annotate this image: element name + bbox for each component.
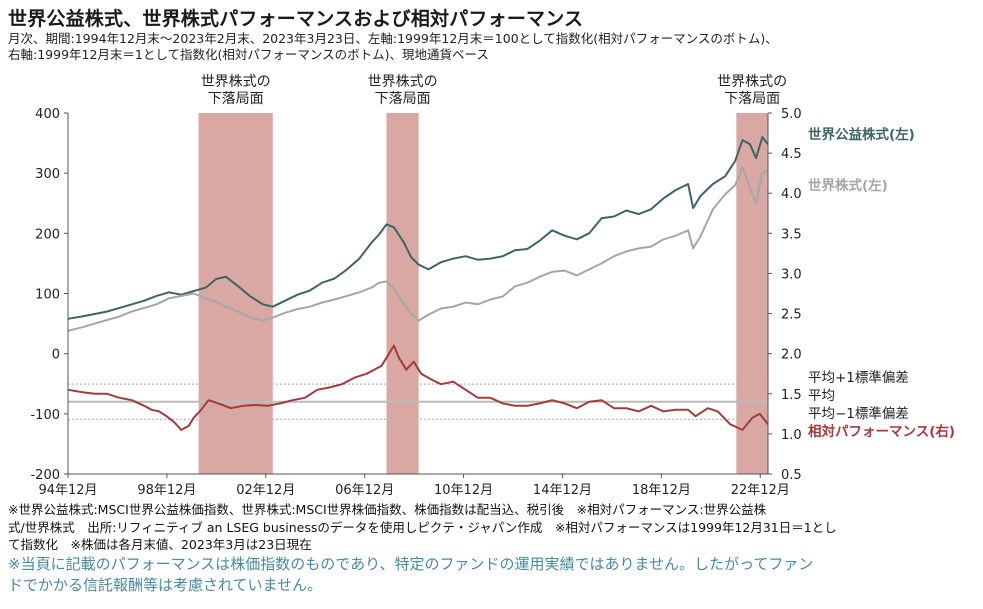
right-tick-label: 4.0 (781, 187, 802, 202)
shaded-period-1 (198, 113, 273, 474)
left-tick-label: 300 (35, 167, 60, 182)
x-tick-label: 06年12月 (335, 483, 394, 498)
axes (64, 112, 772, 478)
x-tick-label: 98年12月 (137, 483, 196, 498)
right-tick-label: 5.0 (781, 107, 802, 122)
shaded-period-2 (386, 113, 419, 474)
series-line-2 (67, 166, 769, 332)
right-tick-label: 1.0 (781, 428, 802, 443)
footnote: ※世界公益株式:MSCI世界公益株価指数、世界株式:MSCI世界株価指数、株価指… (8, 502, 837, 552)
x-tick-label: 14年12月 (533, 483, 592, 498)
right-label: 平均 (808, 388, 835, 404)
right-label: 平均+1標準偏差 (808, 370, 909, 386)
left-tick-label: 0 (52, 348, 60, 363)
right-tick-label: 4.5 (781, 147, 802, 162)
left-tick-label: -100 (30, 408, 60, 423)
shaded-period-label: 下落局面 (375, 91, 431, 107)
right-tick-label: 0.5 (781, 468, 802, 483)
chart-text: 世界株式の下落局面世界株式の下落局面世界株式の下落局面4003002001000… (30, 74, 955, 498)
shaded-periods (198, 113, 768, 474)
shaded-period-label: 世界株式の (368, 74, 438, 90)
right-tick-label: 2.5 (781, 308, 802, 323)
shaded-period-label: 下落局面 (208, 91, 264, 107)
left-tick-label: -200 (30, 468, 60, 483)
right-tick-label: 3.5 (781, 227, 802, 242)
right-tick-label: 2.0 (781, 348, 802, 363)
left-tick-label: 400 (35, 107, 60, 122)
x-tick-label: 22年12月 (731, 483, 790, 498)
right-tick-label: 3.0 (781, 267, 802, 282)
disclaimer: ※当頁に記載のパフォーマンスは株価指数のものであり、特定のファンドの運用実績では… (8, 555, 814, 594)
x-tick-label: 18年12月 (632, 483, 691, 498)
left-tick-label: 100 (35, 288, 60, 303)
right-label: 世界公益株式(左) (808, 126, 915, 143)
shaded-period-label: 下落局面 (724, 91, 780, 107)
series-line-1 (67, 136, 769, 320)
chart-subtitle: 月次、期間:1994年12月末～2023年2月末、2023年3月23日、左軸:1… (8, 31, 778, 62)
x-tick-label: 10年12月 (434, 483, 493, 498)
shaded-period-label: 世界株式の (717, 74, 787, 90)
reference-lines (68, 383, 768, 421)
x-tick-label: 02年12月 (236, 483, 295, 498)
right-label: 世界株式(左) (808, 177, 888, 194)
shaded-period-label: 世界株式の (201, 74, 271, 90)
series-lines (67, 136, 769, 431)
right-tick-label: 1.5 (781, 388, 802, 403)
chart-title: 世界公益株式、世界株式パフォーマンスおよび相対パフォーマンス (8, 8, 584, 30)
series-line-3 (67, 344, 769, 431)
right-label: 相対パフォーマンス(右) (808, 423, 955, 440)
right-label: 平均−1標準偏差 (808, 406, 909, 422)
left-tick-label: 200 (35, 227, 60, 242)
x-tick-label: 94年12月 (38, 483, 97, 498)
